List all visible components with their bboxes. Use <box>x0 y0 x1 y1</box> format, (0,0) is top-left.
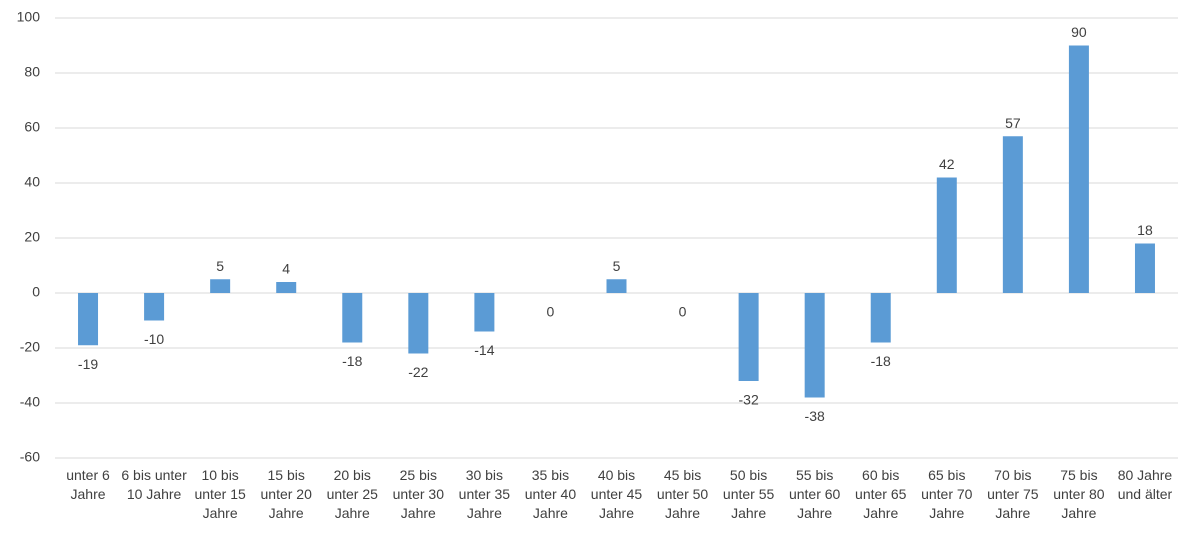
x-tick-label: 10 bis unter 15 Jahre <box>194 467 246 521</box>
y-tick-label: 100 <box>17 9 41 25</box>
bar <box>276 282 297 293</box>
x-tick-label: 40 bis unter 45 Jahre <box>590 467 643 521</box>
x-tick-label: 55 bis unter 60 Jahre <box>788 467 841 521</box>
data-label: -22 <box>408 364 428 380</box>
bar <box>804 293 825 398</box>
bar <box>342 293 363 343</box>
x-tick-label: 45 bis unter 50 Jahre <box>656 467 709 521</box>
data-label: -18 <box>342 353 362 369</box>
y-tick-label: 0 <box>32 284 40 300</box>
x-tick-label: 60 bis unter 65 Jahre <box>855 467 907 521</box>
data-label: 5 <box>216 258 224 274</box>
y-tick-label: 20 <box>24 229 40 245</box>
bar <box>606 279 627 293</box>
x-tick-label: 80 Jahre und älter <box>1117 467 1173 502</box>
data-label: 90 <box>1071 24 1087 40</box>
data-label: -19 <box>78 356 98 372</box>
x-tick-label: 70 bis unter 75 Jahre <box>987 467 1039 521</box>
bar <box>210 279 231 293</box>
bar <box>1002 136 1023 293</box>
x-tick-label: 25 bis unter 30 Jahre <box>392 467 444 521</box>
x-tick-label: 20 bis unter 25 Jahre <box>326 467 378 521</box>
x-tick-label: 6 bis unter 10 Jahre <box>121 467 187 502</box>
y-tick-label: 40 <box>24 174 40 190</box>
x-tick-label: 15 bis unter 20 Jahre <box>260 467 312 521</box>
data-label: -38 <box>805 408 825 424</box>
bar <box>144 293 165 321</box>
x-tick-label: 30 bis unter 35 Jahre <box>458 467 511 521</box>
y-tick-label: -40 <box>20 394 40 410</box>
data-label: 18 <box>1137 222 1153 238</box>
data-label: -18 <box>871 353 891 369</box>
y-tick-label: -20 <box>20 339 40 355</box>
bar <box>78 293 99 346</box>
data-label: -14 <box>474 342 494 358</box>
data-label: -10 <box>144 331 164 347</box>
x-tick-label: unter 6 Jahre <box>66 467 110 502</box>
bar <box>1134 243 1155 293</box>
data-label: 4 <box>282 261 290 277</box>
bar <box>870 293 891 343</box>
bar <box>738 293 759 381</box>
x-tick-label: 35 bis unter 40 Jahre <box>524 467 577 521</box>
data-label: 0 <box>679 304 687 320</box>
x-tick-label: 65 bis unter 70 Jahre <box>921 467 973 521</box>
y-tick-label: 80 <box>24 64 40 80</box>
data-label: 5 <box>613 258 621 274</box>
data-label: 57 <box>1005 115 1021 131</box>
x-tick-label: 50 bis unter 55 Jahre <box>722 467 775 521</box>
bar <box>1068 45 1089 293</box>
y-tick-label: -60 <box>20 449 40 465</box>
x-tick-label: 75 bis unter 80 Jahre <box>1053 467 1105 521</box>
bar <box>474 293 495 332</box>
bar <box>408 293 429 354</box>
data-label: -32 <box>739 392 759 408</box>
bar <box>936 177 957 293</box>
data-label: 42 <box>939 156 955 172</box>
y-tick-label: 60 <box>24 119 40 135</box>
data-label: 0 <box>547 304 555 320</box>
